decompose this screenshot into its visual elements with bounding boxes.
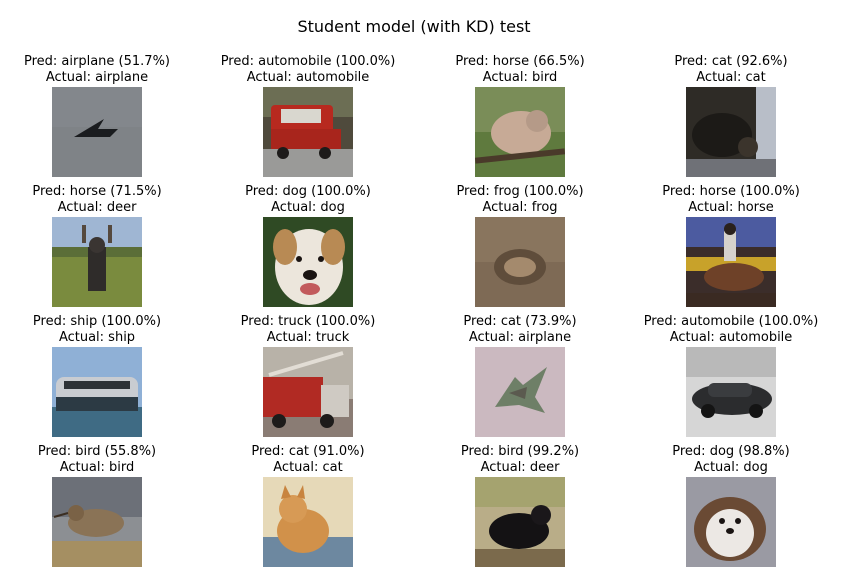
dark-cat-photo [686, 87, 776, 177]
predicted-label: Pred: automobile (100.0%) [220, 54, 396, 69]
prediction-cell: Pred: cat (73.9%) Actual: airplane [420, 314, 620, 437]
white-dog-photo [263, 217, 353, 307]
predicted-label: Pred: cat (91.0%) [251, 444, 365, 459]
actual-label: Actual: cat [273, 460, 343, 475]
prediction-cell: Pred: cat (91.0%) Actual: cat [208, 444, 408, 567]
actual-label: Actual: bird [482, 70, 558, 85]
actual-label: Actual: airplane [468, 330, 572, 345]
actual-label: Actual: ship [58, 330, 136, 345]
predicted-label: Pred: airplane (51.7%) [24, 54, 170, 69]
predicted-label: Pred: truck (100.0%) [240, 314, 376, 329]
actual-label: Actual: cat [696, 70, 766, 85]
prediction-cell: Pred: automobile (100.0%) Actual: automob… [208, 54, 408, 177]
deer-in-field-photo [52, 217, 142, 307]
actual-label: Actual: automobile [669, 330, 793, 345]
prediction-cell: Pred: horse (66.5%) Actual: bird [420, 54, 620, 177]
predicted-label: Pred: ship (100.0%) [32, 314, 162, 329]
predicted-label: Pred: horse (100.0%) [662, 184, 800, 199]
fire-truck-photo [263, 347, 353, 437]
predicted-label: Pred: bird (99.2%) [460, 444, 580, 459]
prediction-cell: Pred: horse (100.0%) Actual: horse [631, 184, 831, 307]
prediction-cell: Pred: ship (100.0%) Actual: ship [0, 314, 197, 437]
actual-label: Actual: airplane [45, 70, 149, 85]
actual-label: Actual: frog [482, 200, 558, 215]
black-car-photo [686, 347, 776, 437]
wading-bird-photo [52, 477, 142, 567]
prediction-cell: Pred: horse (71.5%) Actual: deer [0, 184, 197, 307]
actual-label: Actual: deer [480, 460, 560, 475]
dark-animal-photo [475, 477, 565, 567]
actual-label: Actual: truck [266, 330, 350, 345]
prediction-cell: Pred: frog (100.0%) Actual: frog [420, 184, 620, 307]
predicted-label: Pred: bird (55.8%) [37, 444, 157, 459]
predicted-label: Pred: cat (92.6%) [674, 54, 788, 69]
prediction-cell: Pred: dog (100.0%) Actual: dog [208, 184, 408, 307]
red-car-photo [263, 87, 353, 177]
airplane-photo [52, 87, 142, 177]
predicted-label: Pred: dog (100.0%) [245, 184, 371, 199]
frog-on-ground-photo [475, 217, 565, 307]
orange-cat-photo [263, 477, 353, 567]
actual-label: Actual: dog [271, 200, 345, 215]
predicted-label: Pred: frog (100.0%) [456, 184, 584, 199]
bird-on-branch-photo [475, 87, 565, 177]
prediction-cell: Pred: cat (92.6%) Actual: cat [631, 54, 831, 177]
actual-label: Actual: bird [59, 460, 135, 475]
ship-on-water-photo [52, 347, 142, 437]
actual-label: Actual: horse [688, 200, 774, 215]
prediction-cell: Pred: truck (100.0%) Actual: truck [208, 314, 408, 437]
figure-title: Student model (with KD) test [297, 17, 531, 36]
prediction-cell: Pred: dog (98.8%) Actual: dog [631, 444, 831, 567]
prediction-cell: Pred: automobile (100.0%) Actual: automob… [631, 314, 831, 437]
predicted-label: Pred: horse (71.5%) [32, 184, 162, 199]
actual-label: Actual: dog [694, 460, 768, 475]
prediction-cell: Pred: airplane (51.7%) Actual: airplane [0, 54, 197, 177]
predicted-label: Pred: dog (98.8%) [672, 444, 790, 459]
actual-label: Actual: automobile [246, 70, 370, 85]
airplane-camo-photo [475, 347, 565, 437]
prediction-cell: Pred: bird (55.8%) Actual: bird [0, 444, 197, 567]
fluffy-dog-photo [686, 477, 776, 567]
prediction-cell: Pred: bird (99.2%) Actual: deer [420, 444, 620, 567]
predicted-label: Pred: horse (66.5%) [455, 54, 585, 69]
horse-with-rider-photo [686, 217, 776, 307]
predicted-label: Pred: automobile (100.0%) [643, 314, 819, 329]
predicted-label: Pred: cat (73.9%) [463, 314, 577, 329]
actual-label: Actual: deer [57, 200, 137, 215]
